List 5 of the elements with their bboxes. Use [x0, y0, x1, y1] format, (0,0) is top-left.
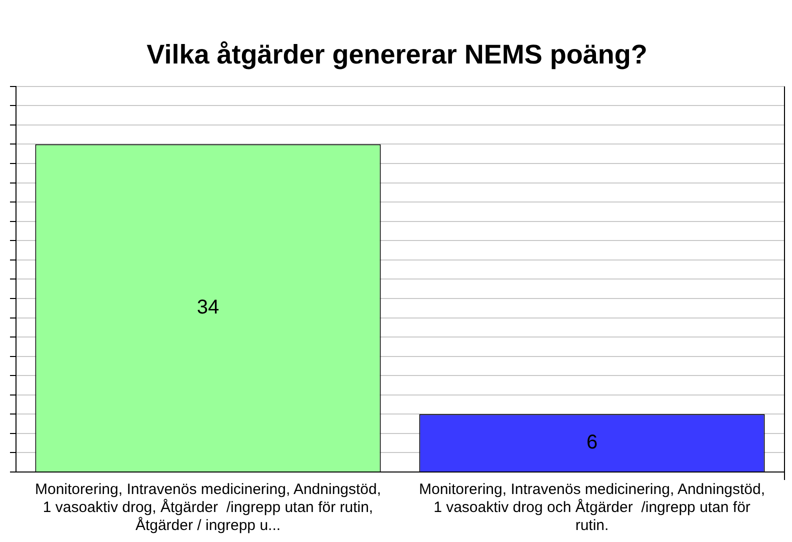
x-tick-label: Monitorering, Intravenös medicinering, Andningstöd, 1 vasoaktiv drog, Åtgärder /ingrepp utan för rutin, Åtgärder / ingrepp u...	[34, 481, 382, 534]
data-label: 6	[586, 431, 598, 454]
chart-title: Vilka åtgärder genererar NEMS poäng?	[146, 40, 648, 70]
data-label: 34	[196, 296, 220, 318]
x-tick-label: Monitorering, Intravenös medicinering, Andningstöd, 1 vasoaktiv drog och Åtgärder /ingrepp utan för rutin.	[418, 481, 766, 534]
